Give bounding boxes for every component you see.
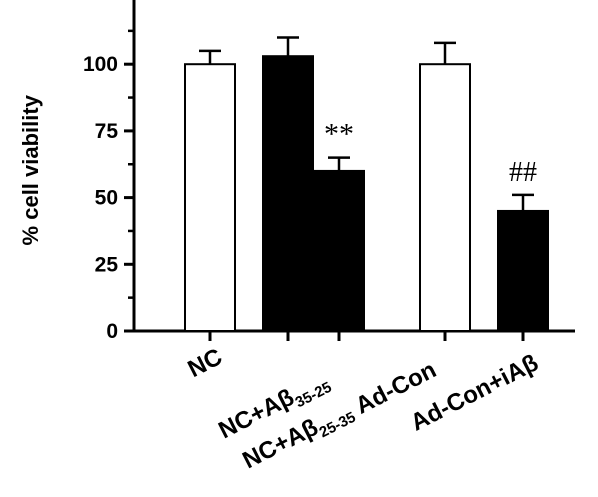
significance-annotation: ** (324, 118, 354, 151)
y-tick-label: 50 (95, 187, 118, 210)
x-category-subscript: 35-25 (293, 379, 335, 412)
bars (184, 36, 549, 332)
y-tick-label: 100 (83, 53, 118, 76)
x-category-label: NC (184, 343, 227, 383)
bar (184, 63, 236, 332)
bar (419, 63, 471, 332)
bar (313, 169, 365, 332)
significance-annotation: ## (509, 157, 537, 188)
y-tick-label: 0 (106, 320, 118, 343)
x-category-subscript: 25-35 (317, 409, 359, 442)
y-tick-label: 25 (95, 253, 119, 276)
bar (497, 209, 549, 332)
bar (262, 55, 314, 332)
y-axis-label: % cell viability (18, 94, 43, 245)
y-tick-label: 75 (95, 120, 119, 143)
x-category-main: NC (184, 343, 227, 383)
